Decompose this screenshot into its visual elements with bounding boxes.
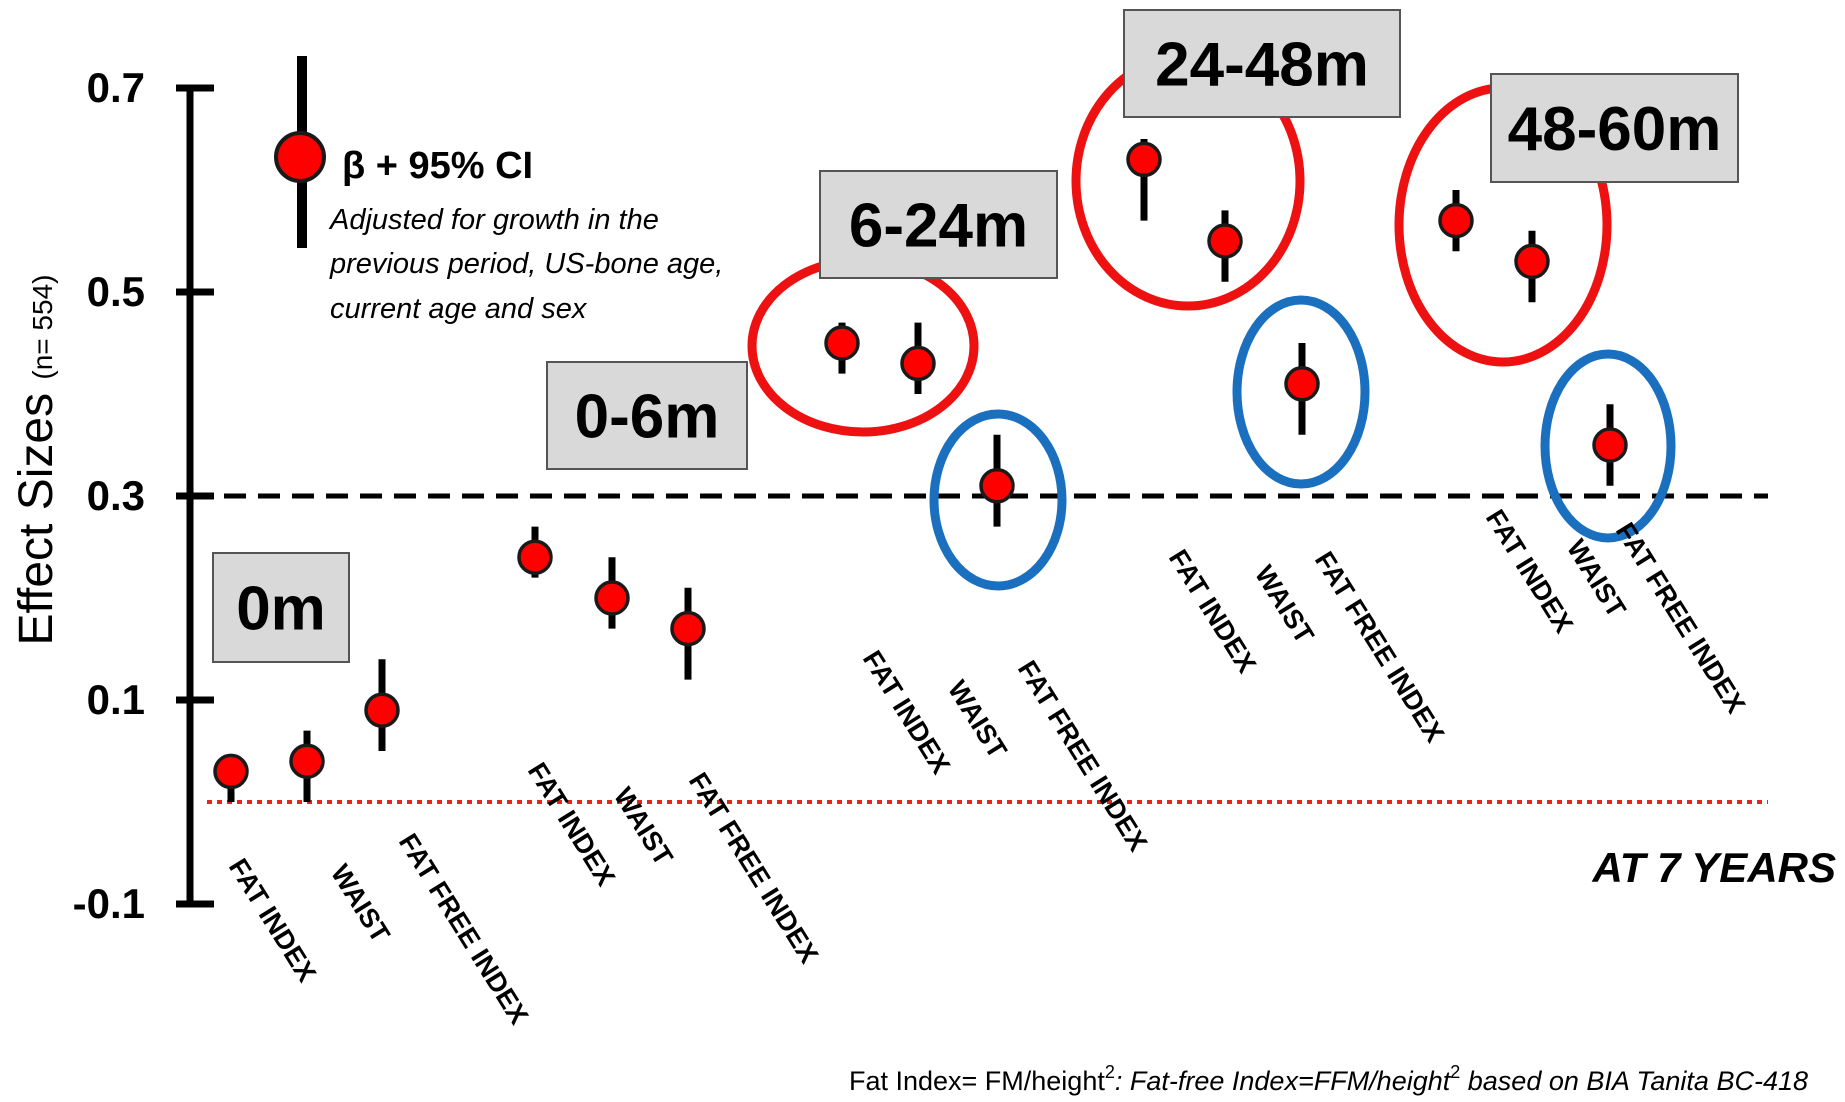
category-label: FAT INDEX <box>857 645 956 779</box>
period-label-0-6m: 0-6m <box>575 383 720 452</box>
footnote-part-1: Fat Index= FM/height <box>849 1066 1105 1096</box>
beta-point <box>517 539 553 575</box>
beta-point <box>1284 366 1320 402</box>
beta-point <box>594 580 630 616</box>
y-axis-title-main: Effect Sizes <box>10 380 63 646</box>
legend-note-line-2: previous period, US-bone age, <box>329 248 723 280</box>
category-label: FAT FREE INDEX <box>393 828 534 1029</box>
legend-note-line-3: current age and sex <box>330 293 588 325</box>
beta-point <box>1438 202 1474 239</box>
category-label: FAT INDEX <box>522 757 621 891</box>
y-tick-label: 0.1 <box>87 676 145 723</box>
beta-point <box>979 468 1015 504</box>
red-ellipse-6-24m <box>747 255 979 437</box>
period-box-0m <box>212 552 350 663</box>
blue-ellipse-48-60m <box>1540 349 1676 543</box>
reference-lines <box>190 493 1768 804</box>
data-points <box>213 139 1628 802</box>
category-label: FAT FREE INDEX <box>683 767 824 968</box>
y-axis-title-sub: (n= 554) <box>27 275 58 380</box>
legend: β + 95% CI Adjusted for growth in the pr… <box>274 56 723 325</box>
category-label: FAT INDEX <box>1480 504 1579 638</box>
category-label: WAIST <box>325 859 396 948</box>
footnote-part-2: : Fat-free Index=FFM/height <box>1115 1066 1452 1096</box>
footnote-sup-1: 2 <box>1105 1062 1115 1082</box>
legend-title: β + 95% CI <box>342 145 533 187</box>
period-label-24-48m: 24-48m <box>1155 31 1369 100</box>
period-box-24-48m <box>1123 9 1401 118</box>
blue-ellipse-24-48m <box>1232 295 1370 489</box>
period-box-48-60m <box>1490 73 1739 183</box>
beta-point <box>1592 427 1628 463</box>
footnote-part-3: based on BIA Tanita BC-418 <box>1460 1066 1808 1096</box>
footnote-sup-2: 2 <box>1450 1062 1460 1082</box>
beta-point <box>213 753 249 790</box>
category-label: WAIST <box>608 782 679 871</box>
legend-marker <box>274 131 326 183</box>
outcome-annotation: AT 7 YEARS <box>1591 844 1836 891</box>
y-tick-label: -0.1 <box>73 880 145 927</box>
category-label: FAT FREE INDEX <box>1610 517 1751 718</box>
period-label-0m: 0m <box>236 575 326 644</box>
y-tick-label: 0.5 <box>87 268 145 315</box>
beta-point <box>364 692 400 728</box>
category-label: FAT FREE INDEX <box>1012 655 1153 856</box>
y-axis: 0.7 0.5 0.3 0.1 -0.1 Effect Sizes (n= 554) <box>10 64 214 927</box>
y-axis-title: Effect Sizes (n= 554) <box>10 275 63 646</box>
period-box-0-6m <box>546 361 748 470</box>
legend-note-line-1: Adjusted for growth in the <box>328 204 659 236</box>
beta-point <box>289 743 325 779</box>
period-label-48-60m: 48-60m <box>1508 95 1722 164</box>
beta-point <box>1514 243 1550 280</box>
beta-point <box>900 345 936 382</box>
y-tick-label: 0.3 <box>87 472 145 519</box>
category-label: FAT INDEX <box>223 853 322 987</box>
period-box-6-24m <box>819 170 1058 279</box>
blue-ellipse-6-24m <box>929 409 1067 591</box>
y-tick-label: 0.7 <box>87 64 145 111</box>
footnote: Fat Index= FM/height2: Fat-free Index=FF… <box>849 1062 1808 1096</box>
category-label: FAT INDEX <box>1163 544 1262 678</box>
beta-point <box>670 610 706 647</box>
beta-point <box>824 325 860 361</box>
category-label: WAIST <box>1249 560 1320 649</box>
category-label: FAT FREE INDEX <box>1309 546 1450 747</box>
period-label-6-24m: 6-24m <box>849 192 1028 261</box>
category-label: WAIST <box>942 675 1013 764</box>
period-label-boxes: 0m 0-6m 6-24m 24-48m 48-60m <box>212 9 1739 663</box>
beta-point <box>1207 223 1243 259</box>
beta-point <box>1126 141 1162 178</box>
